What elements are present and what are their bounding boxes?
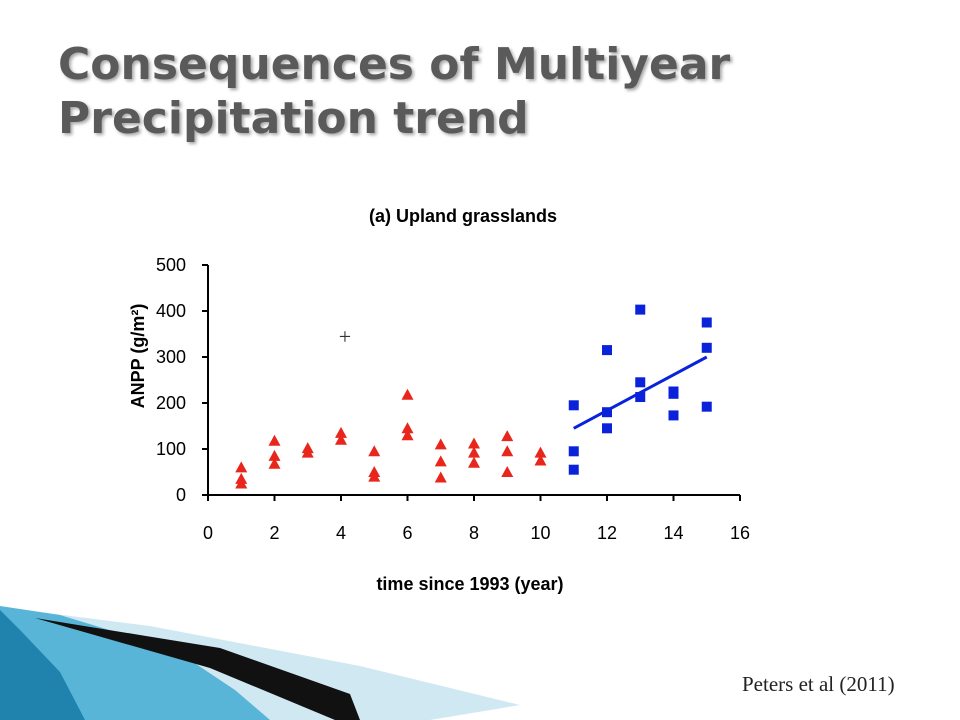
square-data-point [635,304,646,315]
x-tick-label: 4 [336,523,346,543]
triangle-data-point [434,455,447,467]
x-tick-label: 6 [402,523,412,543]
triangle-data-point [468,437,480,449]
x-axis-label: time since 1993 (year) [376,574,563,594]
triangle-data-point [468,456,480,468]
square-data-point [568,464,579,475]
square-data-point [568,446,579,457]
triangle-data-point [434,438,447,450]
x-tick-label: 10 [530,523,550,543]
square-data-point [602,345,612,356]
y-tick-label: 0 [176,485,186,505]
y-axis-label: ANPP (g/m²) [128,304,148,409]
y-tick-label: 300 [156,347,186,367]
citation: Peters et al (2011) [742,672,895,696]
slide-title-line-1: Consequences of Multiyear [58,39,731,90]
triangle-data-point [335,426,347,438]
triangle-data-point [368,445,381,457]
square-data-point [668,388,679,399]
square-data-point [635,377,646,388]
slide-title-line-2: Precipitation trend [58,93,529,144]
triangle-data-point [534,454,547,466]
chart-title: (a) Upland grasslands [369,206,557,226]
square-data-point [701,401,712,412]
triangle-data-point [268,457,281,469]
triangle-data-point [501,430,514,442]
x-tick-label: 0 [203,523,213,543]
x-tick-label: 16 [730,523,750,543]
triangle-data-point [368,470,381,482]
square-data-point [568,400,579,411]
slide-title: Consequences of Multiyear Precipitation … [58,38,918,146]
triangle-data-point [534,446,547,458]
square-data-point [635,392,646,403]
y-tick-label: 100 [156,439,186,459]
triangle-data-point [301,446,314,458]
triangle-data-point [268,449,281,461]
y-tick-label: 200 [156,393,186,413]
square-data-point [602,423,612,434]
triangle-data-point [268,434,281,446]
triangle-data-point [434,471,447,483]
triangle-data-point [335,433,347,445]
square-data-point [602,407,612,418]
triangle-data-point [501,466,514,477]
square-data-point [701,342,712,353]
square-data-point [701,317,712,328]
triangle-data-point [401,388,414,400]
decorative-swoosh [0,606,520,720]
y-tick-label: 400 [156,301,186,321]
triangle-data-point [468,446,480,458]
stray-plus-mark: + [339,324,351,349]
triangle-data-point [401,422,414,434]
x-tick-label: 8 [469,523,479,543]
x-tick-label: 2 [269,523,279,543]
square-data-point [668,410,679,421]
x-tick-label: 14 [663,523,683,543]
x-tick-label: 12 [597,523,617,543]
triangle-data-point [401,429,414,441]
triangle-data-point [235,477,248,489]
y-tick-label: 500 [156,255,186,275]
triangle-data-point [501,445,514,457]
triangle-data-point [235,461,248,473]
